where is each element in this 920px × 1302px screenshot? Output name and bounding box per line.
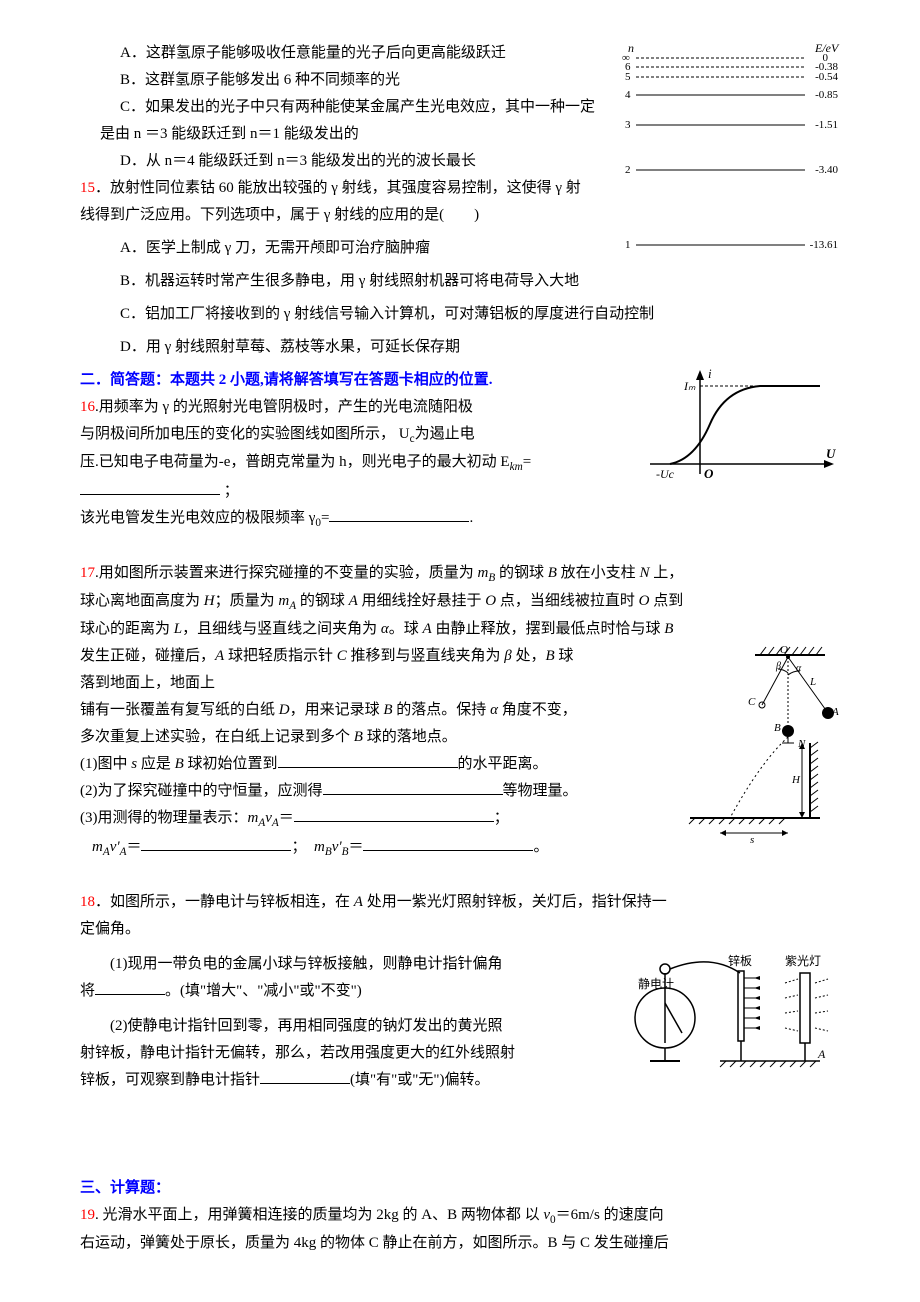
origin-label: O — [704, 466, 714, 481]
pend-H: H — [791, 774, 801, 786]
pend-beta: β — [775, 661, 781, 672]
uv-lamp-label: 紫光灯 — [785, 954, 821, 968]
n-2: 2 — [625, 164, 631, 176]
q18-blank-2[interactable] — [260, 1068, 350, 1084]
q18-stem-l1: 18．如图所示，一静电计与锌板相连，在 A 处用一紫光灯照射锌板，关灯后，指针保… — [80, 889, 840, 916]
electroscope-label: 静电计 — [638, 977, 674, 991]
q16-line4: 该光电管发生光电效应的极限频率 γ0=. — [80, 505, 840, 533]
e-4: -0.85 — [815, 89, 838, 101]
q17-number: 17 — [80, 565, 95, 581]
q15-optB: B．机器运转时常产生很多静电，用 γ 射线照射机器可将电荷导入大地 — [120, 268, 840, 295]
pend-C: C — [748, 696, 756, 708]
iv-curve-diagram: i Iₘ U O -Uc — [640, 364, 840, 504]
pend-s: s — [750, 834, 754, 843]
q16-number: 16 — [80, 399, 95, 415]
i-axis-label: i — [708, 366, 712, 381]
q17-blank-3c[interactable] — [363, 835, 533, 851]
electroscope-diagram: 静电计 锌板 紫光灯 A — [620, 943, 840, 1083]
im-label: Iₘ — [683, 379, 696, 393]
zinc-plate-label: 锌板 — [728, 954, 752, 968]
q17-stem-l1: 17.用如图所示装置来进行探究碰撞的不变量的实验，质量为 mB 的钢球 B 放在… — [80, 560, 840, 588]
q19-number: 19 — [80, 1207, 95, 1223]
pend-O: O — [780, 644, 788, 656]
q17-blank-2[interactable] — [323, 779, 503, 795]
pendulum-svg: O A C β α L B N H s — [680, 643, 840, 843]
q17-stem-l3: 球心的距离为 L，且细线与竖直线之间夹角为 α。球 A 由静止释放，摆到最低点时… — [80, 616, 840, 643]
q18-blank-1[interactable] — [95, 979, 165, 995]
energy-level-svg: n E/eV ∞ 0 6 -0.38 5 -0.54 4 -0.85 3 -1.… — [610, 40, 840, 255]
section3-heading: 三、计算题： — [80, 1175, 840, 1202]
energy-level-diagram: n E/eV ∞ 0 6 -0.38 5 -0.54 4 -0.85 3 -1.… — [610, 40, 840, 265]
n-4: 4 — [625, 89, 631, 101]
e-1: -13.61 — [810, 239, 838, 251]
q15-optD: D．用 γ 射线照射草莓、荔枝等水果，可延长保存期 — [120, 334, 840, 361]
q19-line2: 右运动，弹簧处于原长，质量为 4kg 的物体 C 静止在前方，如图所示。B 与 … — [80, 1230, 840, 1257]
n-1: 1 — [625, 239, 631, 251]
pendulum-collision-diagram: O A C β α L B N H s — [680, 643, 840, 853]
q16-blank-gamma0[interactable] — [329, 506, 469, 522]
e-3: -1.51 — [815, 119, 838, 131]
q18-stem-l2: 定偏角。 — [80, 916, 840, 943]
e-5: -0.54 — [815, 71, 838, 83]
iv-curve-svg: i Iₘ U O -Uc — [640, 364, 840, 494]
e-2: -3.40 — [815, 164, 838, 176]
uc-label: -Uc — [656, 467, 675, 481]
point-A-label: A — [817, 1047, 826, 1061]
pend-A: A — [831, 706, 839, 718]
n-3: 3 — [625, 119, 631, 131]
q16-blank-ekm[interactable] — [80, 479, 220, 495]
u-axis-label: U — [826, 446, 836, 461]
q18-number: 18 — [80, 894, 95, 910]
n-5: 5 — [625, 71, 631, 83]
q17-blank-1[interactable] — [278, 752, 458, 768]
electroscope-svg: 静电计 锌板 紫光灯 A — [620, 943, 840, 1073]
pend-L: L — [809, 676, 816, 688]
q19-line1: 19. 光滑水平面上，用弹簧相连接的质量均为 2kg 的 A、B 两物体都 以 … — [80, 1202, 840, 1230]
q17-blank-3a[interactable] — [294, 806, 494, 822]
q17-blank-3b[interactable] — [141, 835, 291, 851]
q15-optC: C．铝加工厂将接收到的 γ 射线信号输入计算机，可对薄铝板的厚度进行自动控制 — [120, 301, 840, 328]
pend-alpha: α — [796, 663, 802, 674]
q17-stem-l2: 球心离地面高度为 H；质量为 mA 的钢球 A 用细线拴好悬挂于 O 点，当细线… — [80, 588, 840, 616]
pend-B: B — [774, 722, 781, 734]
q15-number: 15 — [80, 180, 95, 196]
